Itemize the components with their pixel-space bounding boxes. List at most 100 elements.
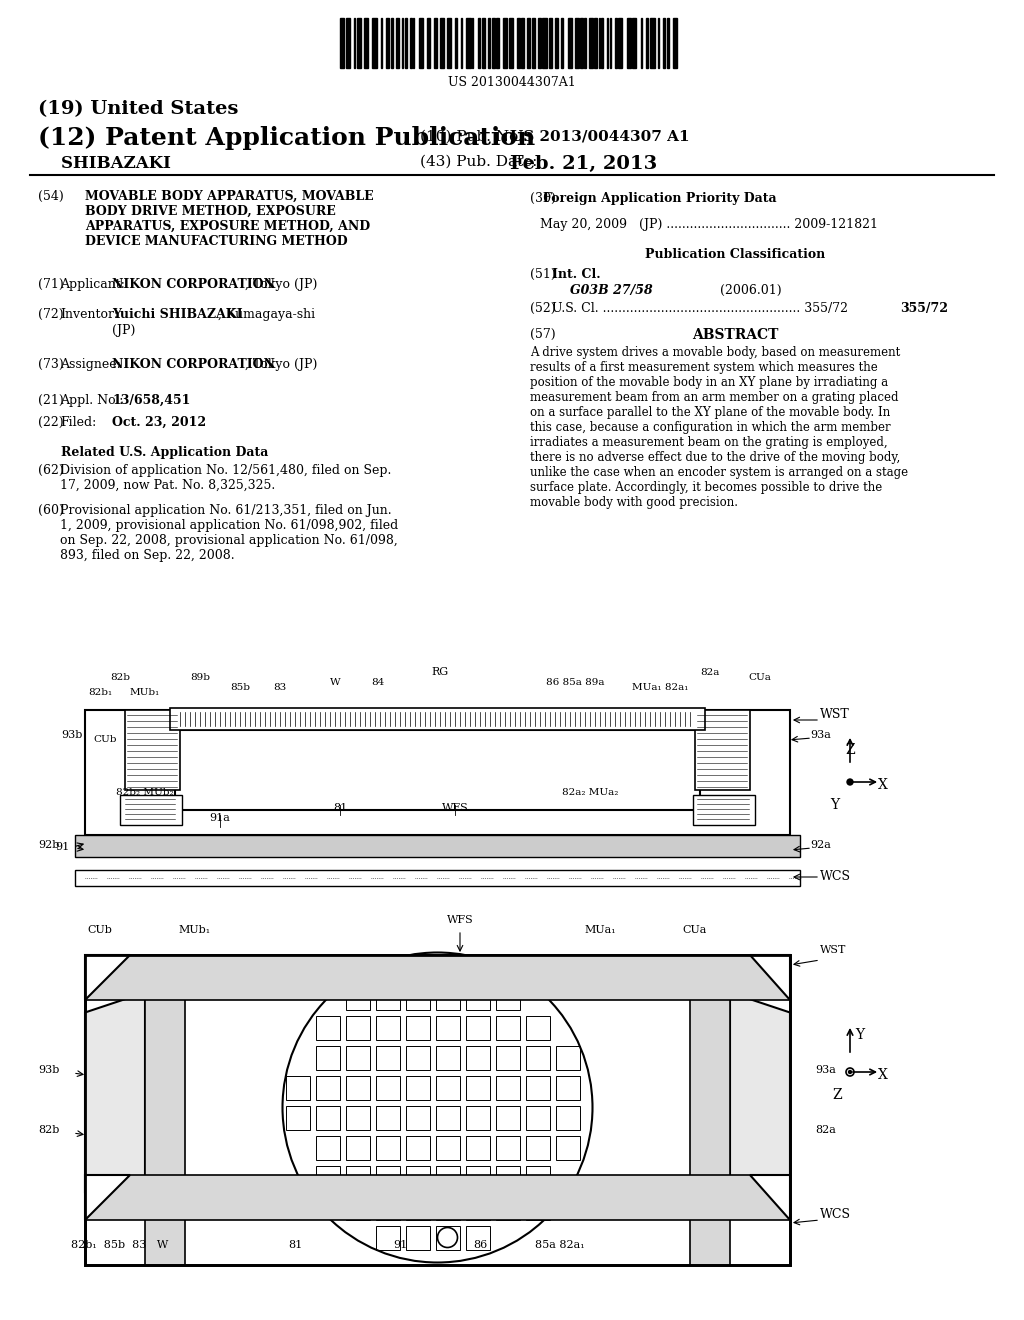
Text: A drive system drives a movable body, based on measurement
results of a first me: A drive system drives a movable body, ba… xyxy=(530,346,908,510)
Bar xyxy=(525,1166,550,1189)
Polygon shape xyxy=(85,993,145,1213)
Text: 82a: 82a xyxy=(700,668,720,677)
Bar xyxy=(525,1135,550,1159)
Bar xyxy=(496,18,499,69)
Text: 82b: 82b xyxy=(39,1125,60,1135)
Bar xyxy=(496,1015,519,1040)
Bar xyxy=(401,18,403,69)
Bar xyxy=(406,1225,429,1250)
Text: WCS: WCS xyxy=(820,1209,851,1221)
Circle shape xyxy=(849,1071,852,1073)
Bar xyxy=(406,956,429,979)
Bar xyxy=(632,18,637,69)
Bar xyxy=(315,1045,340,1069)
Bar xyxy=(664,18,665,69)
Text: CUb: CUb xyxy=(93,735,117,744)
Bar xyxy=(376,1166,399,1189)
Bar xyxy=(695,710,750,789)
Bar xyxy=(435,1045,460,1069)
Bar xyxy=(175,730,700,810)
Bar xyxy=(646,18,648,69)
Text: ABSTRACT: ABSTRACT xyxy=(692,327,778,342)
Bar xyxy=(618,18,623,69)
Bar xyxy=(466,1196,489,1220)
Text: NIKON CORPORATION: NIKON CORPORATION xyxy=(112,358,274,371)
Bar xyxy=(435,1225,460,1250)
Text: (72): (72) xyxy=(38,308,63,321)
Bar xyxy=(560,18,563,69)
Bar xyxy=(496,1045,519,1069)
Bar xyxy=(376,1015,399,1040)
Text: 91a: 91a xyxy=(210,813,230,822)
Bar xyxy=(466,1076,489,1100)
Bar xyxy=(404,18,408,69)
Bar xyxy=(435,986,460,1010)
Text: 86 85a 89a: 86 85a 89a xyxy=(546,678,604,686)
Text: May 20, 2009   (JP) ................................ 2009-121821: May 20, 2009 (JP) ......................… xyxy=(540,218,878,231)
Text: 89b: 89b xyxy=(190,673,210,682)
Bar xyxy=(125,710,180,789)
Bar xyxy=(406,1045,429,1069)
Bar xyxy=(345,1166,370,1189)
Bar xyxy=(315,1106,340,1130)
Bar xyxy=(589,18,593,69)
Text: 91: 91 xyxy=(55,842,70,851)
Text: Publication Classification: Publication Classification xyxy=(645,248,825,261)
Text: MUb₁: MUb₁ xyxy=(179,925,211,935)
Bar xyxy=(525,1015,550,1040)
Bar xyxy=(509,18,513,69)
Bar xyxy=(396,18,399,69)
Polygon shape xyxy=(750,1175,790,1220)
Bar xyxy=(585,18,586,69)
Bar xyxy=(466,1135,489,1159)
Bar xyxy=(381,18,382,69)
Bar xyxy=(543,18,547,69)
Text: CUb: CUb xyxy=(88,925,113,935)
Bar xyxy=(435,956,460,979)
Bar xyxy=(345,986,370,1010)
Bar xyxy=(673,18,677,69)
Bar xyxy=(435,1135,460,1159)
Bar xyxy=(85,954,790,1265)
Text: MOVABLE BODY APPARATUS, MOVABLE
BODY DRIVE METHOD, EXPOSURE
APPARATUS, EXPOSURE : MOVABLE BODY APPARATUS, MOVABLE BODY DRI… xyxy=(85,190,374,248)
Text: (2006.01): (2006.01) xyxy=(680,284,781,297)
Bar xyxy=(376,1045,399,1069)
Bar xyxy=(657,18,658,69)
Bar xyxy=(345,1045,370,1069)
Bar xyxy=(615,18,616,69)
Text: 82a₂ MUa₂: 82a₂ MUa₂ xyxy=(562,788,618,797)
Text: Inventor:: Inventor: xyxy=(60,308,118,321)
Text: Y: Y xyxy=(855,1028,864,1041)
Text: Assignee:: Assignee: xyxy=(60,358,125,371)
Bar xyxy=(496,986,519,1010)
Text: X: X xyxy=(878,777,888,792)
Bar xyxy=(85,954,790,1265)
Text: 83: 83 xyxy=(273,682,287,692)
Bar xyxy=(466,1106,489,1130)
Bar xyxy=(555,18,558,69)
Bar xyxy=(406,1135,429,1159)
Text: Feb. 21, 2013: Feb. 21, 2013 xyxy=(510,154,657,173)
Polygon shape xyxy=(85,1175,130,1220)
Text: 92b: 92b xyxy=(39,840,60,850)
Text: CUa: CUa xyxy=(683,925,708,935)
Text: US 2013/0044307 A1: US 2013/0044307 A1 xyxy=(510,129,689,144)
Bar xyxy=(466,1166,489,1189)
Bar xyxy=(532,18,536,69)
Bar xyxy=(315,1015,340,1040)
Bar xyxy=(75,870,800,886)
Text: Z: Z xyxy=(845,743,855,756)
Bar xyxy=(641,18,642,69)
Bar xyxy=(85,1175,790,1220)
Bar xyxy=(406,1166,429,1189)
Bar xyxy=(517,18,520,69)
Bar xyxy=(503,18,507,69)
Bar xyxy=(477,18,480,69)
Text: , Kumagaya-shi: , Kumagaya-shi xyxy=(218,308,315,321)
Bar xyxy=(538,18,541,69)
Bar xyxy=(607,18,608,69)
Text: Provisional application No. 61/213,351, filed on Jun.
1, 2009, provisional appli: Provisional application No. 61/213,351, … xyxy=(60,504,398,562)
Bar xyxy=(472,18,473,69)
Bar xyxy=(482,18,484,69)
Text: Z: Z xyxy=(833,1088,842,1102)
